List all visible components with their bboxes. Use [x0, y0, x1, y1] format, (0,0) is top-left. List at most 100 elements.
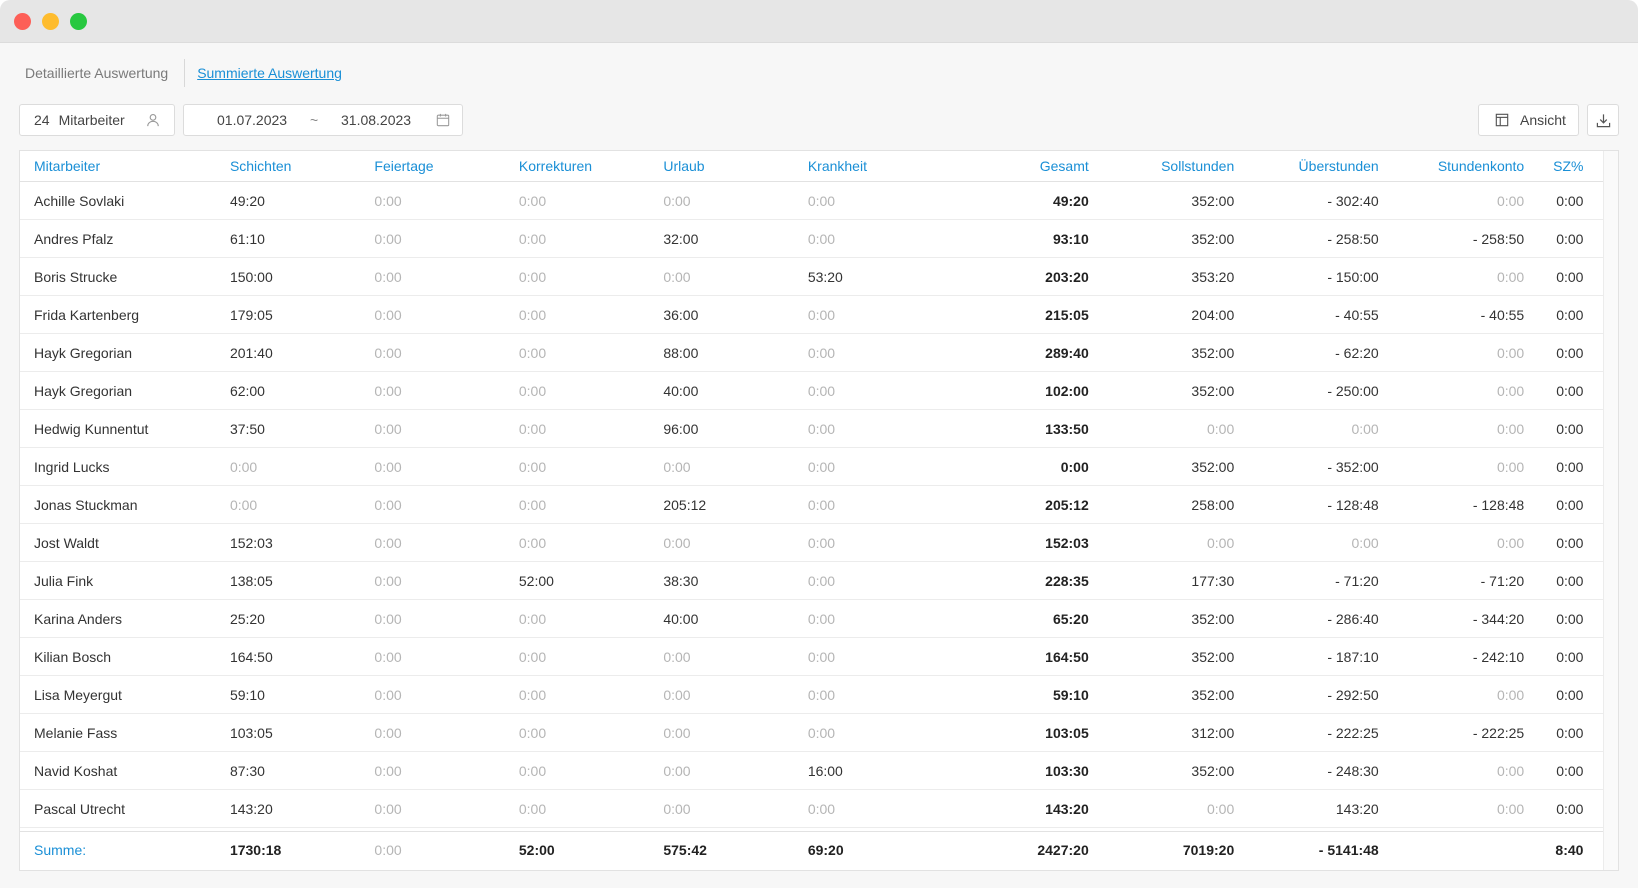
cell-feiertage: 0:00 — [374, 713, 519, 752]
download-button[interactable] — [1587, 104, 1619, 136]
cell-korrekturen: 0:00 — [518, 295, 664, 334]
table-row[interactable]: Achille Sovlaki 49:20 0:00 0:00 0:00 0:00 49:2… — [20, 181, 1605, 220]
cell-sz-percent: 0:00 — [1532, 637, 1592, 676]
table-row[interactable]: Julia Fink 138:05 0:00 52:00 38:30 0:00 228:35… — [20, 561, 1605, 600]
column-header-korrekturen[interactable]: Korrekturen — [518, 151, 664, 182]
column-header-stundenkonto[interactable]: Stundenkonto — [1386, 151, 1533, 182]
cell-ueberstunden: 0:00 — [1242, 409, 1387, 448]
column-header-gesamt[interactable]: Gesamt — [952, 151, 1097, 182]
table-row[interactable]: Boris Strucke 150:00 0:00 0:00 0:00 53:20 203:… — [20, 257, 1605, 296]
cell-sz-percent: 0:00 — [1532, 447, 1592, 486]
cell-urlaub: 0:00 — [663, 789, 808, 828]
cell-gesamt: 215:05 — [952, 295, 1097, 334]
column-header-ueberstunden[interactable]: Überstunden — [1242, 151, 1387, 182]
table-row[interactable]: Hedwig Kunnentut 37:50 0:00 0:00 96:00 0:00 13… — [20, 409, 1605, 448]
column-header-mitarbeiter[interactable]: Mitarbeiter — [20, 151, 230, 182]
column-header-schichten[interactable]: Schichten — [229, 151, 375, 182]
cell-feiertage: 0:00 — [374, 751, 519, 790]
cell-ueberstunden: - 286:40 — [1242, 599, 1387, 638]
table-row[interactable]: Frida Kartenberg 179:05 0:00 0:00 36:00 0:00 2… — [20, 295, 1605, 334]
table-row[interactable]: Ingrid Lucks 0:00 0:00 0:00 0:00 0:00 0:00 352:… — [20, 447, 1605, 486]
cell-ueberstunden: - 248:30 — [1242, 751, 1387, 790]
cell-krankheit: 0:00 — [807, 523, 953, 562]
cell-schichten: 87:30 — [229, 751, 375, 790]
cell-urlaub: 205:12 — [663, 485, 808, 524]
row-spacer — [1591, 599, 1605, 638]
maximize-window-button[interactable] — [70, 13, 87, 30]
cell-feiertage: 0:00 — [374, 675, 519, 714]
table-row[interactable]: Navid Koshat 87:30 0:00 0:00 0:00 16:00 103:30… — [20, 751, 1605, 790]
cell-krankheit: 0:00 — [807, 447, 953, 486]
tab-summierte-auswertung[interactable]: Summierte Auswertung — [197, 65, 342, 81]
cell-sollstunden: 0:00 — [1096, 789, 1243, 828]
date-from[interactable]: 01.07.2023 — [217, 112, 288, 128]
summary-stundenkonto — [1387, 832, 1533, 868]
table-row[interactable]: Melanie Fass 103:05 0:00 0:00 0:00 0:00 103:05… — [20, 713, 1605, 752]
summary-label: Summe: — [34, 842, 87, 858]
cell-korrekturen: 0:00 — [518, 523, 664, 562]
cell-gesamt: 143:20 — [952, 789, 1097, 828]
cell-krankheit: 0:00 — [807, 219, 953, 258]
cell-krankheit: 0:00 — [807, 561, 953, 600]
cell-schichten: 62:00 — [229, 371, 375, 410]
summary-sz-percent: 8:40 — [1555, 842, 1584, 858]
view-button[interactable]: Ansicht — [1478, 104, 1579, 136]
column-header-sollstunden[interactable]: Sollstunden — [1096, 151, 1243, 182]
cell-krankheit: 0:00 — [807, 675, 953, 714]
cell-stundenkonto: - 258:50 — [1386, 219, 1533, 258]
tab-detaillierte-auswertung[interactable]: Detaillierte Auswertung — [25, 65, 169, 81]
table-row[interactable]: Jost Waldt 152:03 0:00 0:00 0:00 0:00 152:03 0:… — [20, 523, 1605, 562]
cell-name: Jonas Stuckman — [20, 485, 230, 524]
cell-sollstunden: 0:00 — [1096, 409, 1243, 448]
cell-name: Hayk Gregorian — [20, 333, 230, 372]
cell-korrekturen: 0:00 — [518, 485, 664, 524]
cell-ueberstunden: - 352:00 — [1242, 447, 1387, 486]
column-header-feiertage[interactable]: Feiertage — [374, 151, 519, 182]
table-row[interactable]: Pascal Utrecht 143:20 0:00 0:00 0:00 0:00 143:… — [20, 789, 1605, 828]
cell-korrekturen: 0:00 — [518, 675, 664, 714]
table-row[interactable]: Karina Anders 25:20 0:00 0:00 40:00 0:00 65:20… — [20, 599, 1605, 638]
cell-korrekturen: 0:00 — [518, 713, 664, 752]
table-row[interactable]: Jonas Stuckman 0:00 0:00 0:00 205:12 0:00 205:… — [20, 485, 1605, 524]
cell-gesamt: 0:00 — [952, 447, 1097, 486]
table-row[interactable]: Lisa Meyergut 59:10 0:00 0:00 0:00 0:00 59:10 3… — [20, 675, 1605, 714]
cell-sollstunden: 352:00 — [1096, 371, 1243, 410]
cell-sollstunden: 353:20 — [1096, 257, 1243, 296]
cell-feiertage: 0:00 — [374, 371, 519, 410]
cell-gesamt: 59:10 — [952, 675, 1097, 714]
date-range-picker[interactable]: 01.07.2023 ~ 31.08.2023 — [183, 104, 463, 136]
cell-gesamt: 228:35 — [952, 561, 1097, 600]
close-window-button[interactable] — [14, 13, 31, 30]
employee-filter[interactable]: 24 Mitarbeiter — [19, 104, 175, 136]
cell-sz-percent: 0:00 — [1532, 675, 1592, 714]
cell-urlaub: 0:00 — [663, 447, 808, 486]
cell-korrekturen: 0:00 — [518, 333, 664, 372]
cell-krankheit: 0:00 — [807, 599, 953, 638]
table-row[interactable]: Hayk Gregorian 201:40 0:00 0:00 88:00 0:00 289… — [20, 333, 1605, 372]
minimize-window-button[interactable] — [42, 13, 59, 30]
vertical-scrollbar[interactable] — [1603, 151, 1618, 870]
cell-feiertage: 0:00 — [374, 333, 519, 372]
cell-gesamt: 102:00 — [952, 371, 1097, 410]
cell-name: Lisa Meyergut — [20, 675, 230, 714]
cell-stundenkonto: 0:00 — [1386, 751, 1533, 790]
column-header-sz-percent[interactable]: SZ% — [1532, 151, 1592, 182]
cell-name: Boris Strucke — [20, 257, 230, 296]
column-header-urlaub[interactable]: Urlaub — [663, 151, 808, 182]
cell-stundenkonto: - 222:25 — [1386, 713, 1533, 752]
cell-korrekturen: 0:00 — [518, 599, 664, 638]
table-row[interactable]: Kilian Bosch 164:50 0:00 0:00 0:00 0:00 164:50… — [20, 637, 1605, 676]
cell-sollstunden: 0:00 — [1096, 523, 1243, 562]
table-row[interactable]: Andres Pfalz 61:10 0:00 0:00 32:00 0:00 93:10 3… — [20, 219, 1605, 258]
cell-feiertage: 0:00 — [374, 599, 519, 638]
cell-korrekturen: 0:00 — [518, 751, 664, 790]
table-row[interactable]: Hayk Gregorian 62:00 0:00 0:00 40:00 0:00 102:… — [20, 371, 1605, 410]
cell-sz-percent: 0:00 — [1532, 485, 1592, 524]
summary-sollstunden: 7019:20 — [1182, 842, 1235, 858]
row-spacer — [1591, 637, 1605, 676]
date-to[interactable]: 31.08.2023 — [341, 112, 412, 128]
column-header-krankheit[interactable]: Krankheit — [807, 151, 953, 182]
cell-krankheit: 0:00 — [807, 485, 953, 524]
cell-schichten: 138:05 — [229, 561, 375, 600]
